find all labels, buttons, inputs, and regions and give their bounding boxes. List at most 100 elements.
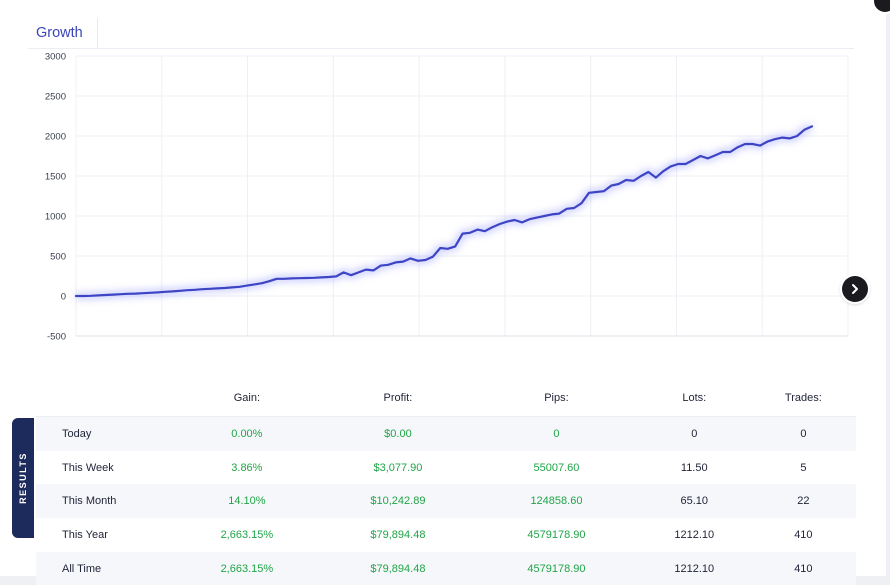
data-point <box>796 135 798 137</box>
gain-value: 3.86% <box>231 461 263 474</box>
data-point <box>194 289 196 291</box>
profit-value: $0.00 <box>320 416 476 451</box>
data-point <box>506 220 508 222</box>
data-point <box>253 283 255 285</box>
results-row-all-time: All Time 2,663.15% $79,894.48 4579178.90… <box>36 551 856 585</box>
data-point <box>119 293 121 295</box>
header-gain: Gain: <box>173 380 321 417</box>
data-point <box>491 226 493 228</box>
data-point <box>692 159 694 161</box>
gain-value: 14.10% <box>173 484 321 519</box>
data-point <box>112 293 114 295</box>
row-label: This Month <box>36 484 173 519</box>
data-point <box>90 295 92 297</box>
pips-value: 124858.60 <box>475 484 638 519</box>
lots-value: 1212.10 <box>637 551 751 585</box>
header-profit: Profit: <box>320 380 476 417</box>
data-point <box>551 213 553 215</box>
data-point <box>394 261 396 263</box>
pips-value: 55007.60 <box>533 461 580 474</box>
lots-value: 11.50 <box>680 461 708 474</box>
data-point <box>97 294 99 296</box>
growth-chart-svg: 3000 2500 2000 1500 1000 500 0 -500 <box>45 52 849 343</box>
data-point <box>432 256 434 258</box>
data-point <box>625 179 627 181</box>
series-line <box>74 125 814 298</box>
data-point <box>223 287 225 289</box>
data-point <box>788 137 790 139</box>
data-point <box>476 228 478 230</box>
data-point <box>603 190 605 192</box>
data-point <box>766 140 768 142</box>
data-point <box>75 295 77 297</box>
data-point <box>387 264 389 266</box>
results-row-today: Today 0.00% $0.00 0 0 0 <box>36 416 856 451</box>
data-point <box>454 245 456 247</box>
data-point <box>149 292 151 294</box>
data-point <box>216 287 218 289</box>
data-point <box>588 192 590 194</box>
data-point <box>670 165 672 167</box>
trades-value: 410 <box>794 528 813 541</box>
corner-badge <box>874 0 890 12</box>
data-point <box>736 146 738 148</box>
results-header-row: Gain: Profit: Pips: Lots: Trades: <box>36 380 856 417</box>
data-point <box>803 128 805 130</box>
trades-value: 0 <box>750 416 856 451</box>
results-table-container: Gain: Profit: Pips: Lots: Trades: Today … <box>36 380 856 585</box>
data-point <box>335 275 337 277</box>
y-tick-label: 2000 <box>45 132 66 143</box>
data-point <box>320 276 322 278</box>
data-point <box>610 184 612 186</box>
y-tick-label: -500 <box>47 332 66 343</box>
header-lots: Lots: <box>637 380 751 417</box>
data-point <box>380 264 382 266</box>
data-point <box>684 163 686 165</box>
data-point <box>595 191 597 193</box>
results-side-tab-label: RESULTS <box>18 452 28 504</box>
data-point <box>499 223 501 225</box>
data-point <box>729 151 731 153</box>
pips-value: 0 <box>475 416 638 451</box>
data-point <box>417 260 419 262</box>
data-point <box>677 163 679 165</box>
row-label: This Year <box>62 528 108 541</box>
data-point <box>655 176 657 178</box>
data-point <box>662 170 664 172</box>
row-label: Today <box>36 416 173 451</box>
data-point <box>469 232 471 234</box>
gain-value: 0.00% <box>173 416 321 451</box>
data-point <box>558 212 560 214</box>
data-point <box>171 290 173 292</box>
data-point <box>811 125 813 127</box>
y-tick-label: 1000 <box>45 212 66 223</box>
data-point <box>342 271 344 273</box>
profit-value: $79,894.48 <box>370 528 426 541</box>
y-tick-label: 0 <box>61 292 66 303</box>
data-point <box>209 288 211 290</box>
data-point <box>565 208 567 210</box>
data-point <box>298 277 300 279</box>
trades-value: 410 <box>750 551 856 585</box>
data-point <box>372 269 374 271</box>
data-point <box>186 289 188 291</box>
data-point <box>402 260 404 262</box>
data-point <box>290 277 292 279</box>
data-point <box>157 291 159 293</box>
chart-next-button[interactable] <box>842 276 868 302</box>
tab-growth[interactable]: Growth <box>28 18 98 48</box>
row-label: This Week <box>62 461 114 474</box>
data-point <box>580 202 582 204</box>
data-point <box>707 157 709 159</box>
data-point <box>722 151 724 153</box>
data-point <box>632 180 634 182</box>
gain-value: 2,663.15% <box>173 551 321 585</box>
data-point <box>134 292 136 294</box>
results-side-tab[interactable]: RESULTS <box>12 418 34 538</box>
data-point <box>484 230 486 232</box>
chevron-right-icon <box>852 284 858 294</box>
y-tick-label: 2500 <box>45 92 66 103</box>
data-point <box>774 138 776 140</box>
data-point <box>283 278 285 280</box>
